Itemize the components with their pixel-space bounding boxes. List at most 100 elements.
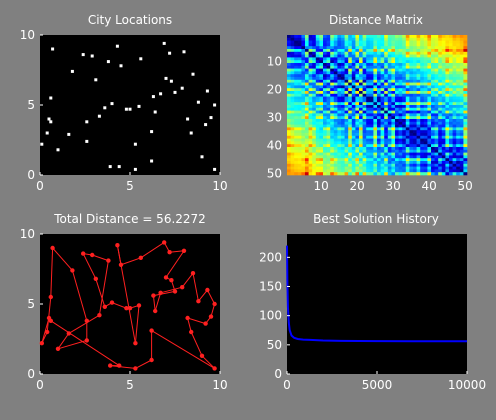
matrix-cell bbox=[341, 155, 345, 159]
matrix-cell bbox=[416, 49, 421, 53]
matrix-cell bbox=[369, 49, 374, 53]
matrix-cell bbox=[373, 77, 378, 81]
matrix-cell bbox=[449, 116, 453, 120]
matrix-cell bbox=[427, 79, 432, 83]
city-point bbox=[137, 104, 141, 108]
matrix-cell bbox=[351, 82, 356, 86]
matrix-cell bbox=[423, 96, 428, 100]
matrix-cell bbox=[438, 116, 443, 120]
matrix-cell bbox=[395, 88, 399, 92]
matrix-cell bbox=[456, 138, 461, 142]
matrix-cell bbox=[387, 54, 392, 58]
matrix-cell bbox=[384, 124, 389, 128]
matrix-cell bbox=[413, 110, 417, 114]
matrix-cell bbox=[305, 60, 309, 64]
matrix-cell bbox=[423, 63, 428, 67]
matrix-cell bbox=[456, 82, 461, 86]
matrix-cell bbox=[362, 113, 367, 117]
matrix-cell bbox=[290, 93, 295, 97]
matrix-cell bbox=[297, 155, 302, 159]
matrix-cell bbox=[337, 158, 342, 162]
matrix-cell bbox=[351, 169, 356, 173]
matrix-cell bbox=[315, 152, 320, 156]
matrix-cell bbox=[395, 65, 399, 69]
matrix-cell bbox=[427, 172, 432, 176]
matrix-cell bbox=[294, 166, 299, 170]
history-ytick-label: 0 bbox=[274, 367, 282, 381]
matrix-cell bbox=[355, 63, 360, 67]
matrix-cell bbox=[438, 43, 443, 47]
matrix-cell bbox=[427, 124, 432, 128]
matrix-cell bbox=[297, 133, 302, 137]
matrix-cell bbox=[405, 121, 410, 125]
route-segment bbox=[135, 359, 152, 369]
matrix-cell bbox=[308, 133, 313, 137]
matrix-cell bbox=[348, 99, 353, 103]
matrix-cell bbox=[366, 124, 371, 128]
matrix-cell bbox=[337, 46, 342, 50]
matrix-cell bbox=[445, 107, 450, 111]
matrix-cell bbox=[380, 68, 385, 72]
matrix-cell bbox=[413, 147, 417, 151]
matrix-cell bbox=[387, 152, 392, 156]
route-segment bbox=[160, 286, 183, 294]
matrix-cell bbox=[294, 144, 299, 148]
matrix-cell bbox=[308, 60, 313, 64]
matrix-cell bbox=[326, 152, 331, 156]
matrix-cell bbox=[431, 54, 435, 58]
matrix-cell bbox=[330, 43, 335, 47]
matrix-cell bbox=[290, 116, 295, 120]
matrix-cell bbox=[373, 110, 378, 114]
matrix-cell bbox=[348, 155, 353, 159]
route-segment bbox=[82, 253, 97, 280]
matrix-cell bbox=[452, 161, 457, 165]
matrix-cell bbox=[441, 91, 446, 95]
matrix-cell bbox=[416, 82, 421, 86]
matrix-cell bbox=[373, 91, 378, 95]
matrix-cell bbox=[391, 166, 396, 170]
matrix-cell bbox=[333, 91, 338, 95]
matrix-cell bbox=[373, 57, 378, 61]
matrix-cell bbox=[416, 138, 421, 142]
matrix-cell bbox=[413, 107, 417, 111]
matrix-cell bbox=[405, 113, 410, 117]
matrix-cell bbox=[409, 91, 414, 95]
matrix-cell bbox=[434, 113, 439, 117]
matrix-cell bbox=[290, 54, 295, 58]
route-city-point bbox=[97, 313, 102, 318]
matrix-cell bbox=[456, 85, 461, 89]
matrix-cell bbox=[366, 65, 371, 69]
matrix-cell bbox=[445, 105, 450, 109]
matrix-cell bbox=[355, 166, 360, 170]
matrix-cell bbox=[355, 130, 360, 134]
matrix-cell bbox=[287, 166, 291, 170]
matrix-cell bbox=[355, 147, 360, 151]
matrix-cell bbox=[308, 149, 313, 153]
matrix-cell bbox=[405, 172, 410, 176]
matrix-cell bbox=[333, 71, 338, 75]
matrix-cell bbox=[301, 43, 306, 47]
matrix-cell bbox=[431, 77, 435, 81]
matrix-cell bbox=[423, 60, 428, 64]
matrix-cell bbox=[377, 110, 381, 114]
matrix-cell bbox=[456, 37, 461, 41]
matrix-cell bbox=[315, 110, 320, 114]
matrix-cell bbox=[323, 91, 327, 95]
matrix-cell bbox=[315, 85, 320, 89]
matrix-cell bbox=[369, 163, 374, 167]
matrix-cell bbox=[441, 163, 446, 167]
matrix-cell bbox=[398, 107, 403, 111]
matrix-cell bbox=[315, 144, 320, 148]
matrix-cell bbox=[452, 130, 457, 134]
matrix-cell bbox=[463, 124, 468, 128]
matrix-cell bbox=[333, 43, 338, 47]
matrix-cell bbox=[380, 65, 385, 69]
matrix-cell bbox=[449, 79, 453, 83]
matrix-cell bbox=[416, 68, 421, 72]
matrix-cell bbox=[297, 110, 302, 114]
matrix-cell bbox=[395, 113, 399, 117]
matrix-cell bbox=[452, 102, 457, 106]
matrix-cell bbox=[398, 71, 403, 75]
matrix-cell bbox=[290, 163, 295, 167]
city-point bbox=[162, 41, 166, 45]
